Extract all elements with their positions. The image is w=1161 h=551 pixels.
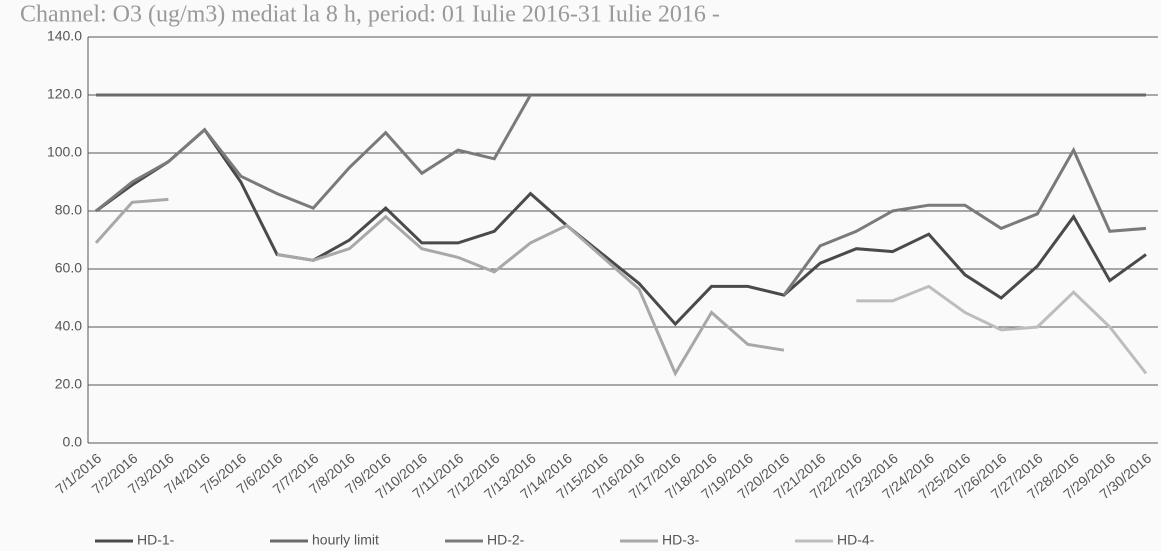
legend-label: hourly limit <box>312 532 379 548</box>
legend-label: HD-1- <box>137 532 175 548</box>
y-tick-label: 120.0 <box>47 86 82 102</box>
y-tick-label: 140.0 <box>47 28 82 44</box>
y-tick-label: 100.0 <box>47 144 82 160</box>
chart-title: Channel: O3 (ug/m3) mediat la 8 h, perio… <box>20 2 720 28</box>
y-tick-label: 60.0 <box>55 260 82 276</box>
legend-label: HD-3- <box>662 532 700 548</box>
series-line <box>94 197 785 377</box>
y-tick-label: 20.0 <box>55 376 82 392</box>
y-tick-label: 0.0 <box>63 434 83 450</box>
series-line <box>856 284 1148 375</box>
legend-label: HD-2- <box>487 532 525 548</box>
y-tick-label: 80.0 <box>55 202 82 218</box>
y-tick-label: 40.0 <box>55 318 82 334</box>
legend-label: HD-4- <box>837 532 875 548</box>
series-line <box>95 94 1147 296</box>
series-line <box>95 127 1147 327</box>
